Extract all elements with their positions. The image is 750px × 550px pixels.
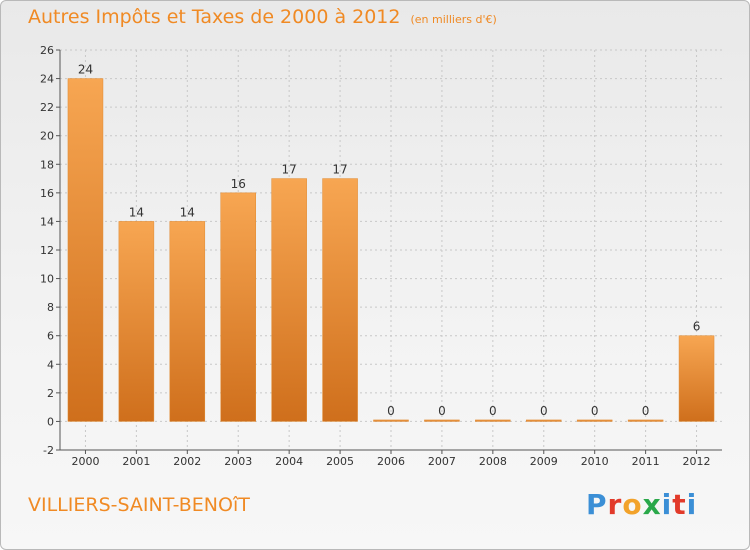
y-tick-label: 14 <box>40 215 54 228</box>
bar[interactable] <box>576 419 613 422</box>
x-tick-label: 2005 <box>326 455 354 468</box>
logo-letter: P <box>586 488 608 521</box>
grid-layer <box>60 49 722 451</box>
y-tick-label: 20 <box>40 130 54 143</box>
y-tick-label: 26 <box>40 44 54 57</box>
chart-subtitle: (en milliers d'€) <box>410 13 497 26</box>
bar-value-label: 17 <box>282 163 297 177</box>
y-tick-label: 2 <box>47 387 54 400</box>
logo-letter: r <box>607 488 623 521</box>
logo-letter: i <box>661 488 673 521</box>
x-tick-label: 2002 <box>173 455 201 468</box>
bar-value-label: 16 <box>231 177 246 191</box>
x-tick-label: 2003 <box>224 455 252 468</box>
bar-value-label: 17 <box>332 163 347 177</box>
bar[interactable] <box>475 419 511 422</box>
bar-value-label: 0 <box>489 404 497 418</box>
bar-value-label: 0 <box>540 404 548 418</box>
bar-value-label: 14 <box>129 205 144 219</box>
place-name: VILLIERS-SAINT-BENOîT <box>28 494 250 516</box>
x-tick-label: 2011 <box>632 455 660 468</box>
y-tick-label: -2 <box>43 444 54 457</box>
proxiti-logo[interactable]: Proxiti <box>586 488 697 521</box>
y-tick-label: 18 <box>40 158 54 171</box>
x-tick-label: 2012 <box>683 455 711 468</box>
x-tick-label: 2010 <box>581 455 609 468</box>
logo-letter: x <box>642 488 662 521</box>
bar[interactable] <box>526 419 562 422</box>
x-tick-label: 2006 <box>377 455 405 468</box>
bar[interactable] <box>271 178 307 422</box>
y-tick-label: 22 <box>40 101 54 114</box>
bar-value-label: 0 <box>387 404 395 418</box>
logo-letter: i <box>686 488 698 521</box>
bar[interactable] <box>67 78 104 422</box>
bar[interactable] <box>118 221 155 422</box>
y-tick-label: 4 <box>47 358 54 371</box>
bar-value-label: 0 <box>438 404 446 418</box>
y-tick-label: 6 <box>47 330 54 343</box>
bar[interactable] <box>678 335 715 422</box>
bar[interactable] <box>373 419 409 422</box>
y-tick-label: 24 <box>40 73 54 86</box>
bar-value-label: 0 <box>642 404 650 418</box>
y-tick-label: 0 <box>47 415 54 428</box>
y-tick-label: 8 <box>47 301 54 314</box>
x-tick-label: 2004 <box>275 455 303 468</box>
x-tick-label: 2008 <box>479 455 507 468</box>
bar-value-label: 24 <box>78 63 93 77</box>
logo-letter: o <box>622 488 643 521</box>
bar-value-label: 0 <box>591 404 599 418</box>
logo-letter: t <box>672 488 687 521</box>
bar-value-label: 14 <box>180 205 195 219</box>
y-tick-label: 16 <box>40 187 54 200</box>
bar-value-label: 6 <box>693 320 701 334</box>
x-tick-label: 2007 <box>428 455 456 468</box>
title-text: Autres Impôts et Taxes de 2000 à 2012 <box>28 6 401 28</box>
bar[interactable] <box>627 419 664 422</box>
x-tick-label: 2001 <box>122 455 150 468</box>
bar[interactable] <box>424 419 460 422</box>
x-tick-label: 2000 <box>71 455 99 468</box>
y-tick-label: 12 <box>40 244 54 257</box>
bar[interactable] <box>169 221 206 422</box>
chart-title: Autres Impôts et Taxes de 2000 à 2012 (en… <box>28 6 497 28</box>
bar[interactable] <box>220 192 256 422</box>
x-tick-label: 2009 <box>530 455 558 468</box>
bar-layer: 24 14 14 16 17 17 0 0 0 0 0 0 6 <box>67 63 715 422</box>
y-tick-label: 10 <box>40 273 54 286</box>
bar[interactable] <box>322 178 358 422</box>
